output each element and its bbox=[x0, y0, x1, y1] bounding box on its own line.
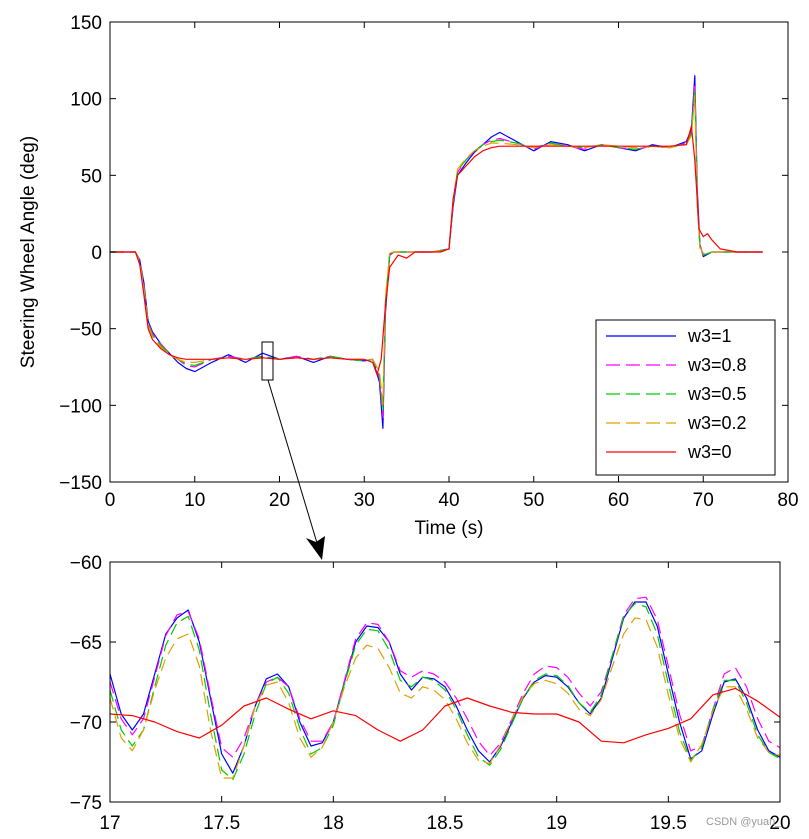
main-xtick-label: 10 bbox=[184, 490, 205, 511]
zoom-series-w3-0-2 bbox=[109, 617, 781, 779]
zoom-xtick-label: 19.5 bbox=[650, 813, 687, 834]
zoom-chart: 17 17.5 18 18.5 19 19.5 20 −75 −70 −65 −60 bbox=[70, 553, 791, 834]
main-ytick-label: 150 bbox=[70, 13, 102, 34]
main-xtick-label: 40 bbox=[438, 490, 459, 511]
zoom-arrow-head bbox=[306, 536, 325, 560]
main-ytick-label: 0 bbox=[91, 243, 102, 264]
legend-label: w3=0.2 bbox=[687, 413, 747, 433]
zoom-annotation bbox=[261, 341, 325, 560]
zoom-arrow-line bbox=[267, 379, 318, 544]
zoom-chart-series bbox=[109, 596, 781, 781]
main-xtick-label: 20 bbox=[269, 490, 290, 511]
zoom-ytick-label: −70 bbox=[70, 713, 102, 734]
main-chart-ylabel: Steering Wheel Angle (deg) bbox=[18, 136, 39, 368]
zoom-xtick-label: 19 bbox=[546, 813, 567, 834]
main-ytick-label: −100 bbox=[59, 396, 102, 417]
zoom-ytick-label: −60 bbox=[70, 553, 102, 574]
watermark-text: CSDN @yuan_ bbox=[706, 816, 782, 828]
zoom-ytick-label: −65 bbox=[70, 633, 102, 654]
main-chart-xlabel: Time (s) bbox=[415, 518, 484, 539]
legend-label: w3=0.5 bbox=[687, 384, 747, 404]
zoom-ytick-label: −75 bbox=[70, 793, 102, 814]
zoom-series-w3-1 bbox=[109, 601, 781, 774]
zoom-xtick-label: 18.5 bbox=[427, 813, 464, 834]
main-chart-series bbox=[110, 75, 763, 429]
legend-label: w3=0.8 bbox=[687, 355, 747, 375]
main-ytick-label: 100 bbox=[70, 90, 102, 111]
zoom-xtick-label: 17 bbox=[99, 813, 120, 834]
zoom-xtick-label: 18 bbox=[323, 813, 344, 834]
main-xtick-label: 70 bbox=[693, 490, 714, 511]
legend: w3=1 w3=0.8 w3=0.5 w3=0.2 w3=0 bbox=[595, 319, 776, 476]
legend-label: w3=0 bbox=[687, 442, 732, 462]
main-ytick-label: −50 bbox=[70, 320, 102, 341]
main-chart: 0 10 20 30 40 50 60 70 80 −150 −100 −50 0 50 100 150 Ti… bbox=[18, 13, 799, 539]
zoom-chart-ticks: 17 17.5 18 18.5 19 19.5 20 −75 −70 −65 −60 bbox=[70, 553, 791, 834]
zoom-xtick-label: 20 bbox=[769, 813, 790, 834]
main-xtick-label: 0 bbox=[105, 490, 116, 511]
zoom-series-w3-0-5 bbox=[109, 602, 781, 781]
main-xtick-label: 30 bbox=[354, 490, 375, 511]
main-ytick-label: 50 bbox=[81, 166, 102, 187]
main-series-w3-0 bbox=[110, 125, 763, 376]
zoom-series-w3-0-8 bbox=[109, 596, 781, 758]
zoom-series-w3-0 bbox=[109, 687, 781, 744]
zoom-region-box bbox=[261, 341, 274, 381]
main-xtick-label: 60 bbox=[608, 490, 629, 511]
legend-label: w3=1 bbox=[687, 326, 732, 346]
main-xtick-label: 50 bbox=[523, 490, 544, 511]
main-ytick-label: −150 bbox=[59, 473, 102, 494]
main-xtick-label: 80 bbox=[777, 490, 798, 511]
zoom-xtick-label: 17.5 bbox=[203, 813, 240, 834]
legend-box bbox=[595, 319, 776, 476]
main-chart-ticks: 0 10 20 30 40 50 60 70 80 −150 −100 −50 0 50 100 150 bbox=[59, 13, 798, 511]
